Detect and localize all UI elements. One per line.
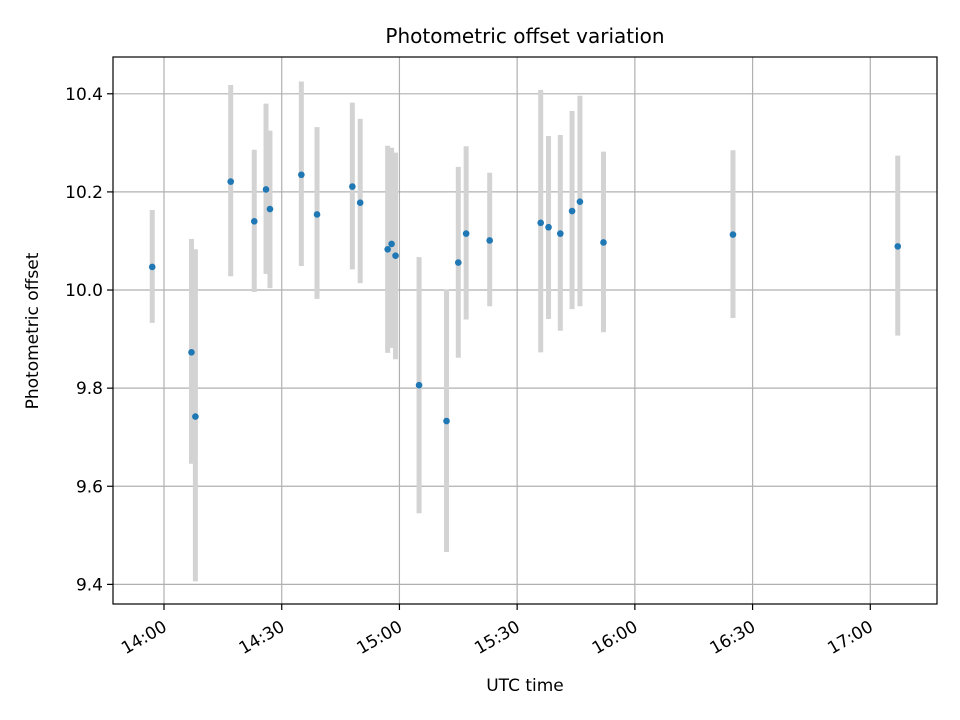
plot-frame (112, 56, 938, 605)
data-point (600, 239, 607, 246)
data-point (356, 199, 364, 207)
y-tick-label: 9.8 (76, 379, 103, 399)
data-point (250, 218, 258, 225)
data-point (545, 223, 552, 231)
data-point (313, 211, 321, 218)
data-point (568, 207, 576, 215)
chart-title: Photometric offset variation (385, 24, 664, 48)
y-tick-label: 10.0 (65, 281, 103, 301)
y-tick-label: 10.2 (65, 183, 103, 203)
data-point (349, 183, 356, 190)
data-point (537, 219, 544, 227)
y-tick-label: 10.4 (65, 85, 103, 105)
data-point (557, 230, 564, 237)
data-point (298, 171, 305, 179)
data-point (415, 381, 423, 389)
data-point (392, 252, 399, 259)
data-point (192, 413, 199, 420)
data-point (894, 243, 902, 250)
data-point (262, 186, 270, 193)
data-point (227, 178, 235, 185)
y-axis-label: Photometric offset (23, 252, 43, 409)
data-point (729, 231, 737, 238)
data-point (443, 417, 450, 425)
data-point (462, 230, 470, 237)
data-point (188, 349, 195, 356)
data-points (148, 171, 902, 425)
x-axis-label: UTC time (486, 676, 564, 696)
data-point (486, 237, 493, 244)
y-tick-label: 9.4 (76, 575, 103, 595)
data-point (148, 263, 156, 271)
data-point (266, 205, 274, 213)
grid (113, 57, 937, 604)
data-point (388, 240, 395, 248)
data-point (384, 246, 391, 253)
data-point (454, 259, 462, 266)
data-point (576, 198, 584, 206)
y-tick-label: 9.6 (76, 477, 103, 497)
